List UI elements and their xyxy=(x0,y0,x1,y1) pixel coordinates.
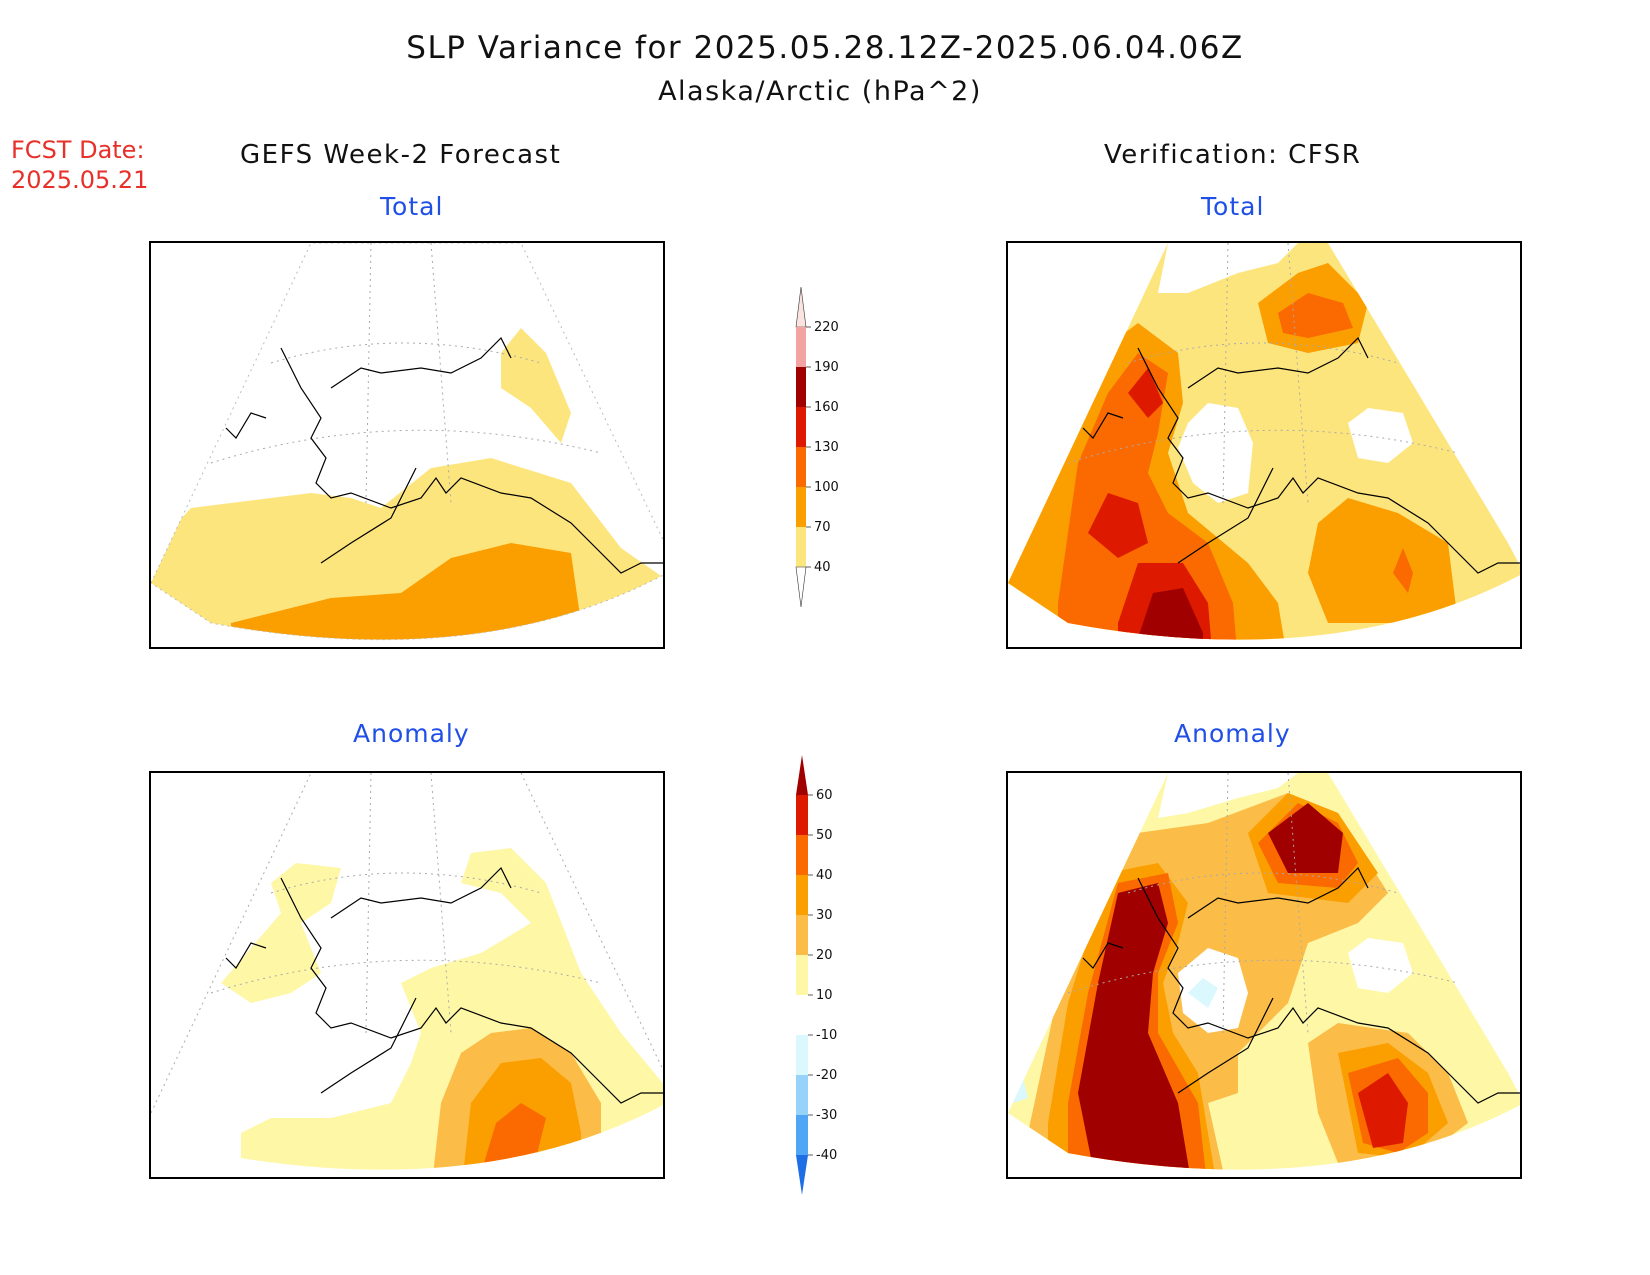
map-title: SLP Variance for 2025.05.28.12Z-2025.06.… xyxy=(406,30,1244,66)
anomaly-colorbar-label: 10 xyxy=(816,988,833,1003)
forecast-date-label: FCST Date: xyxy=(11,136,145,164)
anomaly-colorbar-box xyxy=(796,1115,808,1155)
total-colorbar-cap-bottom xyxy=(795,566,807,608)
anomaly-colorbar-box xyxy=(796,1035,808,1075)
verification-anomaly-contour-neg10 xyxy=(1008,978,1218,1103)
anomaly-colorbar-cap-top xyxy=(796,755,808,795)
anomaly-colorbar-box xyxy=(796,875,808,915)
anomaly-colorbar-box xyxy=(796,1075,808,1115)
verification-total-contour-100-se xyxy=(1393,548,1413,593)
anomaly-colorbar-box xyxy=(796,795,808,835)
verification-anomaly-low-north xyxy=(1158,773,1298,818)
anomaly-colorbar: 60 50 40 30 20 10 -10 -20 -30 -40 xyxy=(796,755,837,1195)
forecast-total-map-svg xyxy=(151,243,663,641)
anomaly-colorbar-box xyxy=(796,995,808,1035)
total-colorbar-label: 70 xyxy=(814,520,831,535)
anomaly-colorbar-label: 20 xyxy=(816,948,833,963)
forecast-anomaly-title: Anomaly xyxy=(353,719,470,748)
anomaly-colorbar-label: -20 xyxy=(816,1068,837,1083)
verification-total-low-center xyxy=(1178,403,1253,503)
verification-anomaly-title: Anomaly xyxy=(1174,719,1291,748)
verification-total-map xyxy=(1006,241,1522,649)
verification-anomaly-map xyxy=(1006,771,1522,1179)
total-colorbar-label: 130 xyxy=(814,440,839,455)
verification-total-map-svg xyxy=(1008,243,1520,640)
anomaly-colorbar-label: 40 xyxy=(816,868,833,883)
anomaly-colorbar-box xyxy=(796,955,808,995)
forecast-anomaly-map-svg xyxy=(151,773,663,1170)
anomaly-colorbar-box xyxy=(796,915,808,955)
forecast-column-title: GEFS Week-2 Forecast xyxy=(240,140,562,170)
alaska-coastline xyxy=(225,336,663,574)
verification-anomaly-contour-50 xyxy=(1358,1073,1408,1148)
verification-column-title: Verification: CFSR xyxy=(1104,140,1362,170)
forecast-anomaly-map xyxy=(149,771,665,1179)
total-colorbar-box xyxy=(796,367,806,407)
anomaly-colorbar-box xyxy=(796,835,808,875)
alaska-coastline xyxy=(1082,866,1520,1104)
verification-anomaly-map-svg xyxy=(1008,773,1520,1170)
total-colorbar-box xyxy=(796,527,806,567)
total-colorbar-cap-top xyxy=(795,286,807,328)
total-colorbar-box xyxy=(796,407,806,447)
anomaly-colorbar-cap-bottom xyxy=(796,1155,808,1195)
verification-total-contour-160 xyxy=(1138,588,1203,640)
verification-total-contour-100-ne xyxy=(1278,293,1353,338)
total-colorbar-label: 40 xyxy=(814,560,831,575)
forecast-date-value: 2025.05.21 xyxy=(11,166,149,194)
anomaly-colorbar-label: 50 xyxy=(816,828,833,843)
total-colorbar-label: 190 xyxy=(814,360,839,375)
anomaly-colorbar-label: -10 xyxy=(816,1028,837,1043)
anomaly-colorbar-label: 30 xyxy=(816,908,833,923)
verification-total-contour-70-se xyxy=(1308,498,1458,623)
total-colorbar-box xyxy=(796,447,806,487)
total-colorbar-label: 220 xyxy=(814,320,839,335)
map-subtitle: Alaska/Arctic (hPa^2) xyxy=(658,76,982,107)
verification-total-low-east xyxy=(1348,408,1413,463)
total-colorbar-box xyxy=(796,327,806,367)
verification-anomaly-low-east xyxy=(1348,938,1413,993)
forecast-anomaly-contour-10-west xyxy=(221,863,341,1003)
forecast-total-contour-40-ne xyxy=(501,328,571,443)
anomaly-colorbar-label: -30 xyxy=(816,1108,837,1123)
anomaly-colorbar-label: -40 xyxy=(816,1148,837,1163)
total-colorbar-label: 100 xyxy=(814,480,839,495)
total-colorbar-label: 160 xyxy=(814,400,839,415)
forecast-total-title: Total xyxy=(380,192,444,221)
verification-total-title: Total xyxy=(1201,192,1265,221)
total-colorbar-box xyxy=(796,487,806,527)
alaska-coastline xyxy=(1082,336,1520,574)
total-colorbar: 220 190 160 130 100 70 40 xyxy=(795,286,839,608)
alaska-coastline xyxy=(225,866,663,1104)
anomaly-colorbar-label: 60 xyxy=(816,788,833,803)
forecast-total-map xyxy=(149,241,665,649)
verification-anomaly-contour-60 xyxy=(1078,803,1343,1170)
